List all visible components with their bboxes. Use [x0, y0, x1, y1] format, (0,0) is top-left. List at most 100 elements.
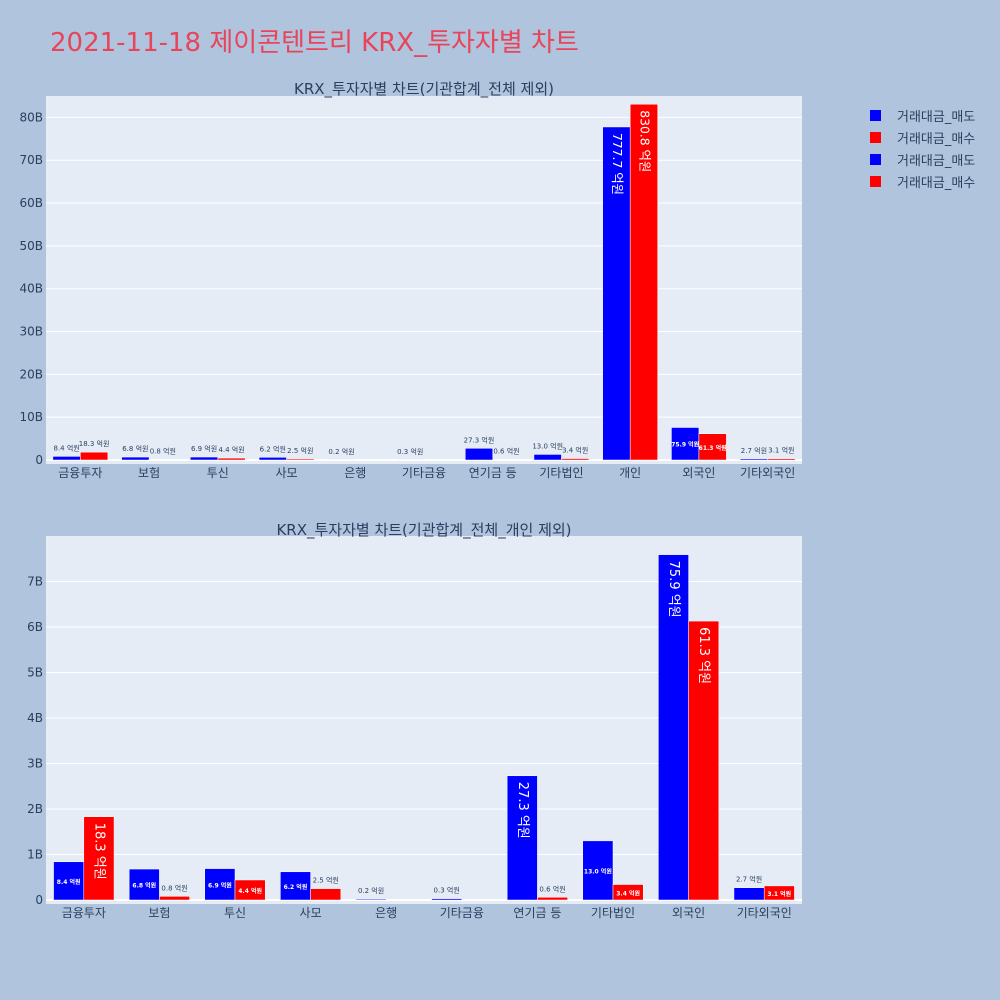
data-label: 13.0 억원	[532, 441, 563, 450]
bar	[280, 871, 311, 901]
data-label: 0.6 억원	[493, 447, 519, 456]
x-tick-label: 보험	[148, 906, 170, 920]
x-tick-label: 연기금 등	[469, 466, 517, 480]
x-tick-label: 외국인	[682, 466, 715, 480]
x-tick-label: 기타금융	[440, 906, 484, 920]
data-label: 0.6 억원	[539, 884, 565, 893]
x-tick-label: 금융투자	[58, 466, 102, 480]
data-label: 830.8 억원	[637, 110, 651, 172]
x-tick-label: 기타법인	[591, 906, 635, 920]
legend-item[interactable]: 거래대금_매도	[870, 148, 975, 170]
data-label: 777.7 억원	[610, 133, 624, 195]
data-label: 27.3 억원	[515, 782, 530, 839]
y-tick-label: 40B	[19, 282, 43, 296]
legend-item[interactable]: 거래대금_매수	[870, 170, 975, 192]
data-label: 75.9 억원	[671, 441, 699, 449]
bar	[739, 458, 768, 461]
data-label: 18.3 억원	[79, 439, 110, 448]
y-tick-label: 1B	[27, 848, 43, 862]
data-label: 3.1 억원	[767, 890, 791, 898]
data-label: 6.8 억원	[132, 882, 156, 890]
bar	[561, 458, 590, 461]
x-tick-label: 은행	[375, 905, 397, 920]
x-tick-label: 사모	[300, 906, 322, 920]
bar	[767, 458, 796, 461]
bar	[310, 888, 342, 901]
data-label: 0.3 억원	[397, 447, 423, 456]
x-tick-label: 보험	[138, 466, 160, 480]
x-tick-label: 연기금 등	[513, 906, 561, 920]
x-tick-label: 기타법인	[539, 466, 583, 480]
data-label: 8.4 억원	[53, 443, 79, 452]
data-label: 0.2 억원	[328, 447, 354, 456]
y-tick-label: 30B	[19, 325, 43, 339]
x-tick-label: 사모	[275, 466, 297, 480]
data-label: 6.8 억원	[122, 444, 148, 453]
legend-item[interactable]: 거래대금_매수	[870, 126, 975, 148]
bar	[159, 896, 190, 901]
data-label: 61.3 억원	[699, 444, 727, 452]
bar	[234, 879, 266, 901]
y-tick-label: 20B	[19, 367, 43, 381]
bar	[698, 433, 727, 461]
chart-title: KRX_투자자별 차트(기관합계_전체_개인 제외)	[276, 521, 571, 540]
legend-swatch	[870, 131, 881, 143]
data-label: 6.9 억원	[191, 444, 217, 453]
y-tick-label: 70B	[19, 153, 43, 167]
legend-swatch	[870, 109, 881, 121]
data-label: 27.3 억원	[464, 435, 495, 444]
bar	[286, 458, 315, 461]
x-tick-label: 금융투자	[62, 906, 106, 920]
bar	[629, 103, 658, 461]
data-label: 2.7 억원	[736, 875, 762, 884]
data-label: 18.3 억원	[91, 823, 106, 880]
legend-item[interactable]: 거래대금_매도	[870, 104, 975, 126]
bar	[128, 868, 160, 901]
bar	[763, 885, 795, 901]
bar	[431, 898, 463, 901]
y-tick-label: 60B	[19, 196, 43, 210]
x-tick-label: 기타외국인	[737, 906, 792, 920]
bar	[733, 887, 765, 901]
bar	[190, 456, 219, 461]
bar	[258, 457, 287, 461]
data-label: 0.8 억원	[161, 883, 187, 892]
data-label: 61.3 억원	[696, 627, 711, 684]
data-label: 13.0 억원	[584, 867, 612, 875]
bar	[217, 457, 246, 461]
legend-label: 거래대금_매도	[897, 109, 976, 125]
data-label: 3.4 억원	[562, 446, 588, 455]
bar	[671, 427, 700, 461]
y-tick-label: 0	[35, 453, 43, 467]
bar	[53, 861, 85, 901]
data-label: 6.2 억원	[260, 444, 286, 453]
bar	[52, 456, 81, 461]
chart-title: KRX_투자자별 차트(기관합계_전체 제외)	[294, 80, 554, 99]
y-tick-label: 2B	[27, 802, 43, 816]
data-label: 0.3 억원	[434, 886, 460, 895]
plot-area	[46, 96, 802, 464]
y-tick-label: 6B	[27, 620, 43, 634]
page-title: 2021-11-18 제이콘텐트리 KRX_투자자별 차트	[50, 28, 579, 58]
x-tick-label: 기타금융	[402, 466, 446, 480]
legend-label: 거래대금_매수	[897, 131, 976, 147]
bar	[506, 775, 538, 901]
data-label: 4.4 억원	[238, 887, 262, 895]
x-tick-label: 기타외국인	[740, 466, 795, 480]
bar	[204, 868, 236, 901]
y-tick-label: 7B	[27, 575, 43, 589]
legend[interactable]: 거래대금_매도 거래대금_매수 거래대금_매도 거래대금_매수	[870, 104, 975, 192]
bar	[612, 884, 644, 901]
data-label: 2.5 억원	[313, 876, 339, 885]
legend-label: 거래대금_매수	[897, 175, 976, 191]
bar	[121, 456, 150, 461]
data-label: 0.8 억원	[150, 447, 176, 456]
x-tick-label: 투신	[207, 466, 229, 480]
bar	[658, 554, 689, 901]
data-label: 6.2 억원	[284, 883, 308, 891]
data-label: 3.4 억원	[616, 889, 640, 897]
data-label: 3.1 억원	[768, 446, 794, 455]
x-tick-label: 투신	[224, 906, 246, 920]
y-tick-label: 5B	[27, 666, 43, 680]
